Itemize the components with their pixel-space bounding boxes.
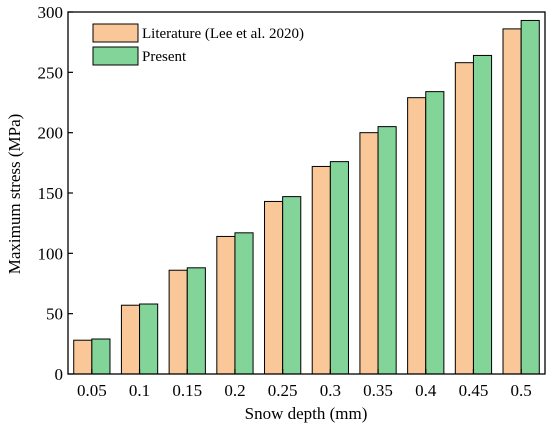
bar-present-0.4 xyxy=(425,91,445,375)
bar-literature-0.15 xyxy=(168,269,188,375)
bar-literature-0.25 xyxy=(264,200,284,375)
bar-present-0.2 xyxy=(234,232,254,375)
bar-present-0.5 xyxy=(520,19,540,375)
bar-literature-0.35 xyxy=(359,132,379,375)
bar-literature-0.05 xyxy=(73,339,93,375)
x-axis-title: Snow depth (mm) xyxy=(245,404,368,423)
y-tick-label: 200 xyxy=(38,124,64,143)
legend-label-literature: Literature (Lee et al. 2020) xyxy=(142,26,304,42)
bar-present-0.45 xyxy=(472,54,493,375)
legend-swatch-present xyxy=(92,46,139,66)
bar-literature-0.1 xyxy=(120,304,141,375)
legend-label-present: Present xyxy=(142,49,187,65)
y-tick-label: 250 xyxy=(38,63,64,82)
x-tick-label: 0.5 xyxy=(511,381,532,400)
y-tick-label: 50 xyxy=(46,305,63,324)
axes-layer: 0.05 0.1 0.15 0.2 0.25 0.3 0.35 0.4 0.45 0.5 0 50 10… xyxy=(38,3,546,400)
x-tick-label: 0.45 xyxy=(459,381,489,400)
bar-present-0.25 xyxy=(282,196,302,375)
x-tick-label: 0.4 xyxy=(415,381,437,400)
x-tick-label: 0.35 xyxy=(363,381,393,400)
x-tick-label: 0.1 xyxy=(129,381,150,400)
bar-present-0.1 xyxy=(139,303,159,375)
bar-present-0.35 xyxy=(377,126,397,375)
bar-present-0.15 xyxy=(186,267,206,375)
x-tick-label: 0.3 xyxy=(320,381,341,400)
x-tick-label: 0.05 xyxy=(77,381,107,400)
x-tick-label: 0.25 xyxy=(268,381,298,400)
legend: Literature (Lee et al. 2020) Present xyxy=(92,23,304,66)
bar-literature-0.2 xyxy=(216,235,236,375)
y-axis-title: Maximum stress (MPa) xyxy=(5,114,24,275)
bar-literature-0.3 xyxy=(311,165,331,375)
bars-layer xyxy=(73,19,540,375)
bar-present-0.3 xyxy=(329,161,349,375)
y-tick-label: 150 xyxy=(38,184,64,203)
y-tick-label: 100 xyxy=(38,244,64,263)
y-tick-label: 300 xyxy=(38,3,64,22)
bar-present-0.05 xyxy=(91,338,111,375)
legend-swatch-literature xyxy=(92,23,139,43)
y-tick-label: 0 xyxy=(55,365,64,384)
bar-literature-0.5 xyxy=(502,28,522,375)
bar-literature-0.45 xyxy=(454,62,474,375)
x-tick-label: 0.2 xyxy=(224,381,245,400)
bar-literature-0.4 xyxy=(407,97,427,375)
x-tick-label: 0.15 xyxy=(172,381,202,400)
